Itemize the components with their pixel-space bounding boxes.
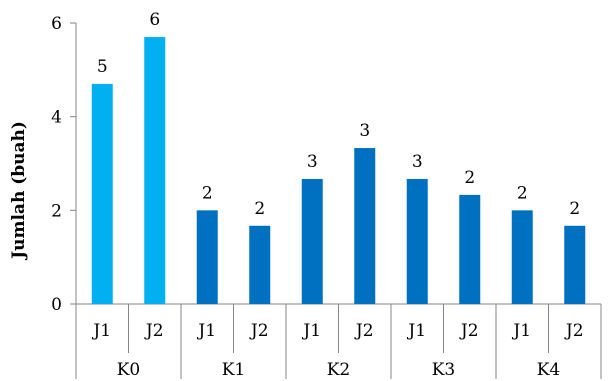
data-label: 3 <box>307 152 318 172</box>
bar <box>249 225 271 304</box>
x-group-label: K0 <box>117 360 141 380</box>
y-tick-label: 4 <box>51 108 62 128</box>
x-group-label: K1 <box>222 360 246 380</box>
data-label: 3 <box>359 121 370 141</box>
bar <box>196 210 218 304</box>
bar <box>459 194 481 304</box>
x-sub-label: J1 <box>91 321 111 341</box>
data-label: 2 <box>254 199 265 219</box>
x-sub-label: J2 <box>249 321 269 341</box>
y-tick-label: 6 <box>51 14 62 34</box>
x-sub-label: J1 <box>301 321 321 341</box>
x-sub-label: J1 <box>196 321 216 341</box>
y-axis-label: Jumlah (buah) <box>9 121 29 261</box>
data-label: 2 <box>202 183 213 203</box>
x-group-label: K2 <box>327 360 351 380</box>
data-label: 3 <box>412 152 423 172</box>
x-sub-label: J2 <box>144 321 164 341</box>
data-label: 6 <box>149 10 160 30</box>
bar <box>91 83 113 304</box>
bars <box>91 37 586 305</box>
bar <box>301 178 323 304</box>
x-sub-label: J1 <box>511 321 531 341</box>
y-tick-label: 0 <box>51 295 62 315</box>
y-tick-label: 2 <box>51 201 62 221</box>
bar <box>564 225 586 304</box>
data-label: 2 <box>517 183 528 203</box>
x-group-label: K4 <box>537 360 561 380</box>
x-sub-label: J2 <box>354 321 374 341</box>
data-labels: 5 6 2 2 3 3 3 2 2 2 <box>97 10 580 219</box>
bar <box>511 210 533 304</box>
data-label: 2 <box>464 168 475 188</box>
x-sub-label: J2 <box>459 321 479 341</box>
x-sub-label: J1 <box>406 321 426 341</box>
x-group-label: K3 <box>432 360 456 380</box>
x-sub-label: J2 <box>564 321 584 341</box>
y-ticks: 0 2 4 6 <box>51 14 76 315</box>
data-label: 5 <box>97 57 108 77</box>
bar <box>144 37 166 305</box>
data-label: 2 <box>569 199 580 219</box>
bar <box>406 178 428 304</box>
bar <box>354 148 376 304</box>
